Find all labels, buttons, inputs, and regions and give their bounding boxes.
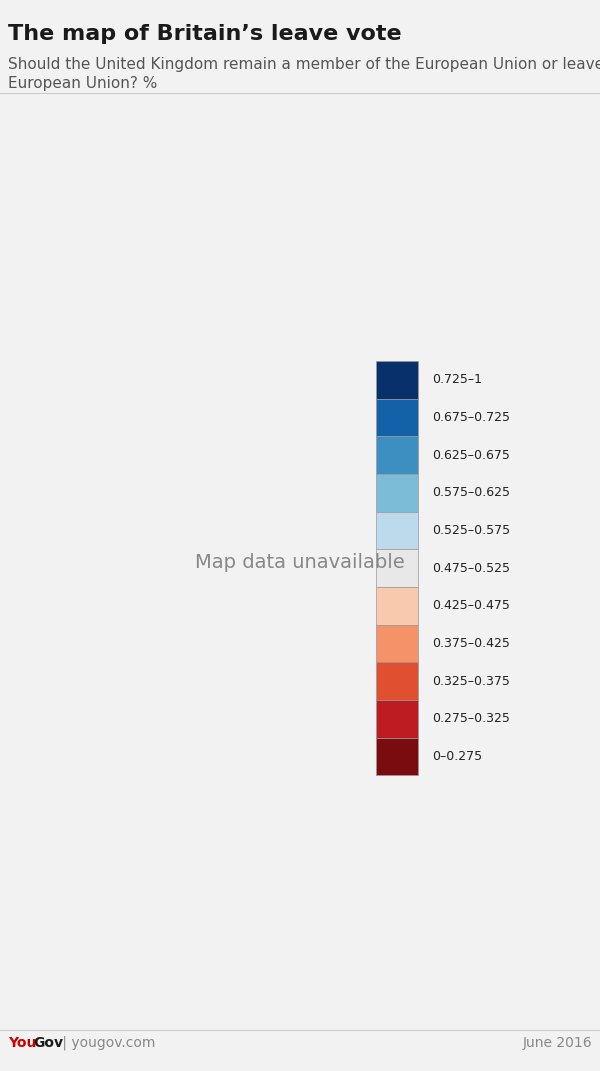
Bar: [376, 436, 418, 473]
Text: 0.575–0.625: 0.575–0.625: [432, 486, 510, 499]
Text: 0.375–0.425: 0.375–0.425: [432, 637, 510, 650]
Text: 0.475–0.525: 0.475–0.525: [432, 561, 510, 575]
Bar: [376, 361, 418, 398]
Text: 0.625–0.675: 0.625–0.675: [432, 449, 510, 462]
Text: 0.325–0.375: 0.325–0.375: [432, 675, 510, 688]
Text: Should the United Kingdom remain a member of the European Union or leave the: Should the United Kingdom remain a membe…: [8, 57, 600, 72]
Text: | yougov.com: | yougov.com: [58, 1035, 155, 1050]
Bar: [376, 512, 418, 549]
Text: 0.425–0.475: 0.425–0.475: [432, 600, 510, 613]
Text: 0–0.275: 0–0.275: [432, 750, 482, 764]
Bar: [376, 738, 418, 775]
Text: The map of Britain’s leave vote: The map of Britain’s leave vote: [8, 24, 401, 44]
Text: European Union? %: European Union? %: [8, 76, 157, 91]
Text: June 2016: June 2016: [523, 1036, 592, 1050]
Bar: [376, 549, 418, 587]
Bar: [376, 398, 418, 436]
Text: Map data unavailable: Map data unavailable: [195, 553, 405, 572]
Text: Gov: Gov: [33, 1036, 63, 1050]
Bar: [376, 473, 418, 512]
Text: You: You: [8, 1036, 36, 1050]
Text: 0.525–0.575: 0.525–0.575: [432, 524, 511, 537]
Text: 0.675–0.725: 0.675–0.725: [432, 411, 510, 424]
Bar: [376, 700, 418, 738]
Bar: [376, 624, 418, 662]
Bar: [376, 662, 418, 700]
Text: 0.275–0.325: 0.275–0.325: [432, 712, 510, 725]
Bar: [376, 587, 418, 624]
Text: 0.725–1: 0.725–1: [432, 373, 482, 387]
